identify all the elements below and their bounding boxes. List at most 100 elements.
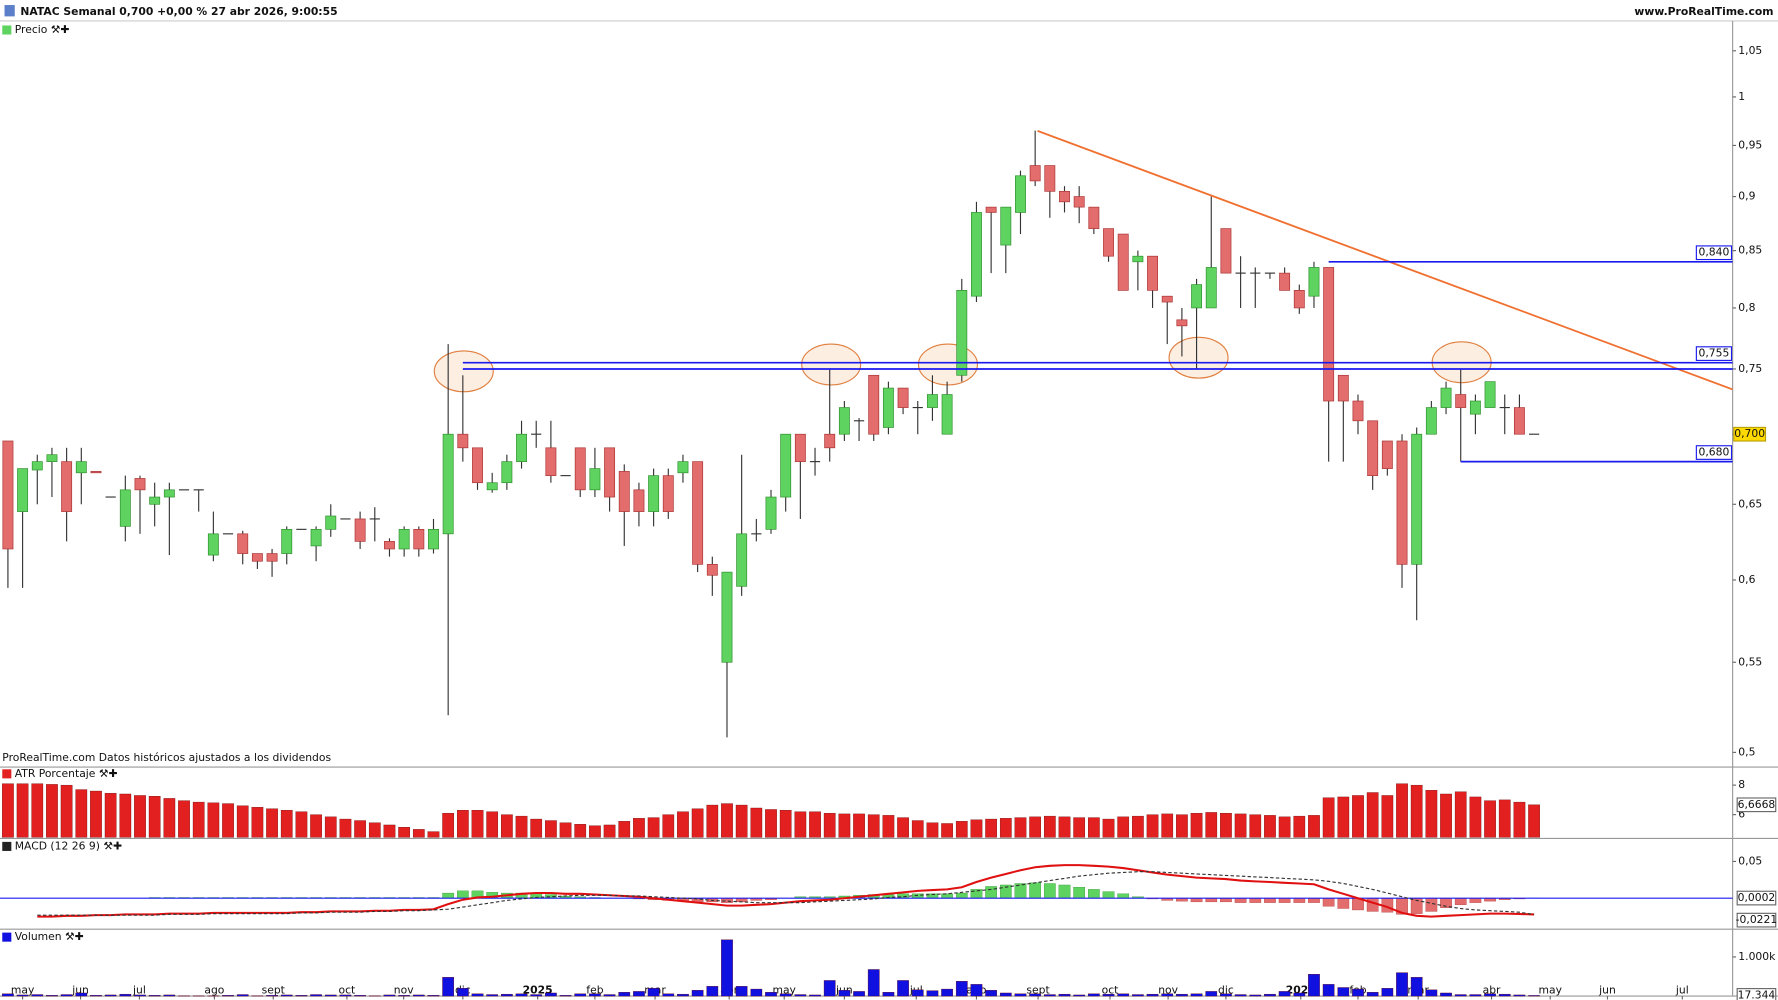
candle-body bbox=[780, 433, 792, 498]
bar bbox=[75, 992, 88, 997]
bar bbox=[706, 986, 719, 997]
value-tag-label: 6,6668 bbox=[1738, 798, 1776, 811]
candle-body bbox=[1455, 394, 1467, 408]
candle-body bbox=[1337, 374, 1349, 402]
candle-body bbox=[1293, 290, 1305, 309]
chart-note: ProRealTime.com Datos históricos ajustad… bbox=[2, 751, 331, 764]
candle-body bbox=[618, 471, 630, 512]
value-tag-label: 0,840 bbox=[1699, 246, 1730, 259]
bar bbox=[398, 995, 410, 997]
y-tick-label: 1.000k bbox=[1738, 950, 1776, 963]
candle-body bbox=[2, 440, 14, 550]
bar bbox=[1264, 815, 1276, 838]
candle-body bbox=[1103, 228, 1114, 257]
bar bbox=[574, 993, 587, 997]
bar bbox=[1366, 992, 1379, 997]
x-tick-label: ago bbox=[204, 983, 224, 996]
bar bbox=[354, 995, 366, 997]
candle-body bbox=[486, 482, 498, 491]
candle-body bbox=[1440, 387, 1452, 408]
histogram-bar bbox=[1058, 884, 1071, 899]
bar bbox=[1293, 815, 1306, 838]
highlight bbox=[1168, 336, 1229, 379]
candle-body bbox=[1381, 440, 1393, 469]
bar bbox=[442, 977, 455, 997]
bar bbox=[1396, 972, 1408, 997]
y-tick-label: 0,5 bbox=[1738, 745, 1755, 758]
y-tick-label: 0,85 bbox=[1738, 244, 1762, 257]
candle-body bbox=[1484, 381, 1496, 408]
histogram-bar bbox=[1073, 887, 1086, 899]
y-tick-label: 0,95 bbox=[1738, 138, 1762, 151]
candle-body bbox=[61, 461, 73, 512]
bar bbox=[1469, 994, 1482, 997]
bar bbox=[1132, 815, 1144, 838]
value-tag-label: 0,700 bbox=[1734, 427, 1765, 440]
bar bbox=[324, 994, 337, 997]
bar bbox=[1190, 993, 1203, 997]
bar bbox=[1308, 974, 1320, 997]
candle-body bbox=[971, 212, 982, 297]
value-tag-label: 0,0002 bbox=[1738, 891, 1776, 904]
candle-body bbox=[1161, 295, 1173, 303]
candle-body bbox=[794, 433, 806, 462]
bar bbox=[295, 811, 308, 838]
bar bbox=[457, 810, 469, 838]
bar bbox=[134, 795, 146, 838]
bar bbox=[1278, 991, 1291, 997]
value-tag bbox=[1695, 346, 1733, 361]
x-tick-label: jun bbox=[1598, 983, 1616, 996]
bar bbox=[545, 992, 557, 997]
y-tick-label: 0,8 bbox=[1738, 301, 1755, 314]
candle-body bbox=[897, 387, 909, 408]
bar bbox=[911, 820, 924, 838]
bar bbox=[691, 808, 704, 838]
bar bbox=[618, 992, 631, 997]
bar bbox=[412, 829, 425, 838]
bar bbox=[60, 994, 73, 997]
bar bbox=[324, 816, 337, 838]
bar bbox=[1117, 816, 1130, 838]
bar bbox=[823, 812, 836, 838]
bar bbox=[794, 811, 807, 838]
bar bbox=[339, 994, 352, 997]
bar bbox=[1381, 795, 1394, 838]
bar bbox=[501, 993, 513, 997]
candle-body bbox=[1176, 319, 1188, 327]
bar bbox=[1425, 989, 1438, 997]
x-tick-label: nov bbox=[1158, 983, 1178, 996]
bar bbox=[1498, 799, 1511, 838]
candle-body bbox=[956, 290, 968, 376]
bar bbox=[677, 993, 689, 997]
bar bbox=[398, 826, 410, 838]
candle-body bbox=[354, 518, 366, 542]
bar bbox=[867, 969, 880, 997]
bar bbox=[280, 810, 293, 838]
bar bbox=[1498, 993, 1511, 997]
x-tick-label: oct bbox=[339, 983, 356, 996]
bar bbox=[589, 993, 601, 997]
bar bbox=[1176, 993, 1188, 997]
value-tag-label: 0,680 bbox=[1699, 446, 1730, 459]
value-tag-label: 0,755 bbox=[1699, 347, 1730, 360]
candle-body bbox=[1073, 196, 1085, 208]
candle-body bbox=[457, 433, 469, 449]
bar bbox=[148, 796, 161, 838]
bar bbox=[603, 824, 616, 838]
bar bbox=[515, 993, 528, 997]
candle-body bbox=[1147, 255, 1158, 291]
bar bbox=[192, 801, 205, 838]
candle-body bbox=[926, 394, 938, 408]
candle-body bbox=[604, 447, 616, 498]
pane-legend: Volumen bbox=[15, 930, 62, 943]
bar bbox=[1264, 993, 1276, 997]
bar bbox=[735, 986, 748, 997]
bar bbox=[104, 793, 117, 838]
candle-body bbox=[1059, 190, 1070, 203]
candle-body bbox=[472, 447, 483, 484]
bar bbox=[926, 822, 939, 838]
x-tick-label: jul bbox=[132, 983, 146, 996]
candle-body bbox=[310, 529, 322, 547]
bar bbox=[559, 822, 572, 838]
candle-body bbox=[545, 447, 557, 476]
